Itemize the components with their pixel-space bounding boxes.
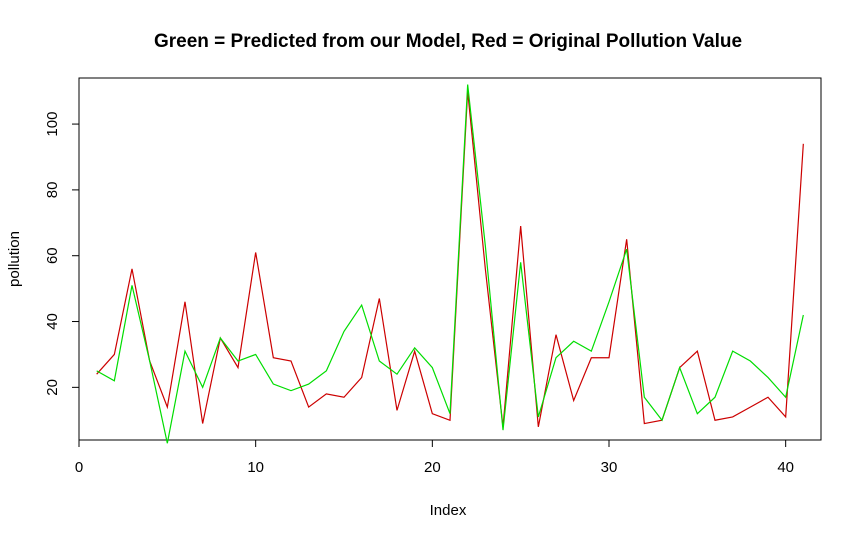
- y-tick-label: 40: [44, 313, 61, 330]
- plot-frame: [78, 77, 822, 441]
- series-group: [96, 84, 804, 444]
- y-tick-label: 80: [44, 182, 61, 199]
- y-tick-label: 100: [44, 112, 61, 137]
- y-tick-label: 20: [44, 379, 61, 396]
- y-axis-label: pollution: [6, 231, 23, 287]
- x-tick-label: 30: [601, 459, 618, 476]
- x-tick-label: 40: [777, 459, 794, 476]
- series-line-predicted: [96, 84, 804, 444]
- chart-title: Green = Predicted from our Model, Red = …: [154, 31, 742, 52]
- y-tick-label: 60: [44, 247, 61, 264]
- x-tick-label: 10: [247, 459, 264, 476]
- x-tick-label: 20: [424, 459, 441, 476]
- x-tick-label: 0: [75, 459, 83, 476]
- series-line-original: [96, 91, 804, 427]
- x-axis-label: Index: [430, 502, 467, 519]
- y-axis: 20 40 60 80 100: [44, 112, 80, 396]
- x-axis: 0 10 20 30 40: [75, 439, 794, 476]
